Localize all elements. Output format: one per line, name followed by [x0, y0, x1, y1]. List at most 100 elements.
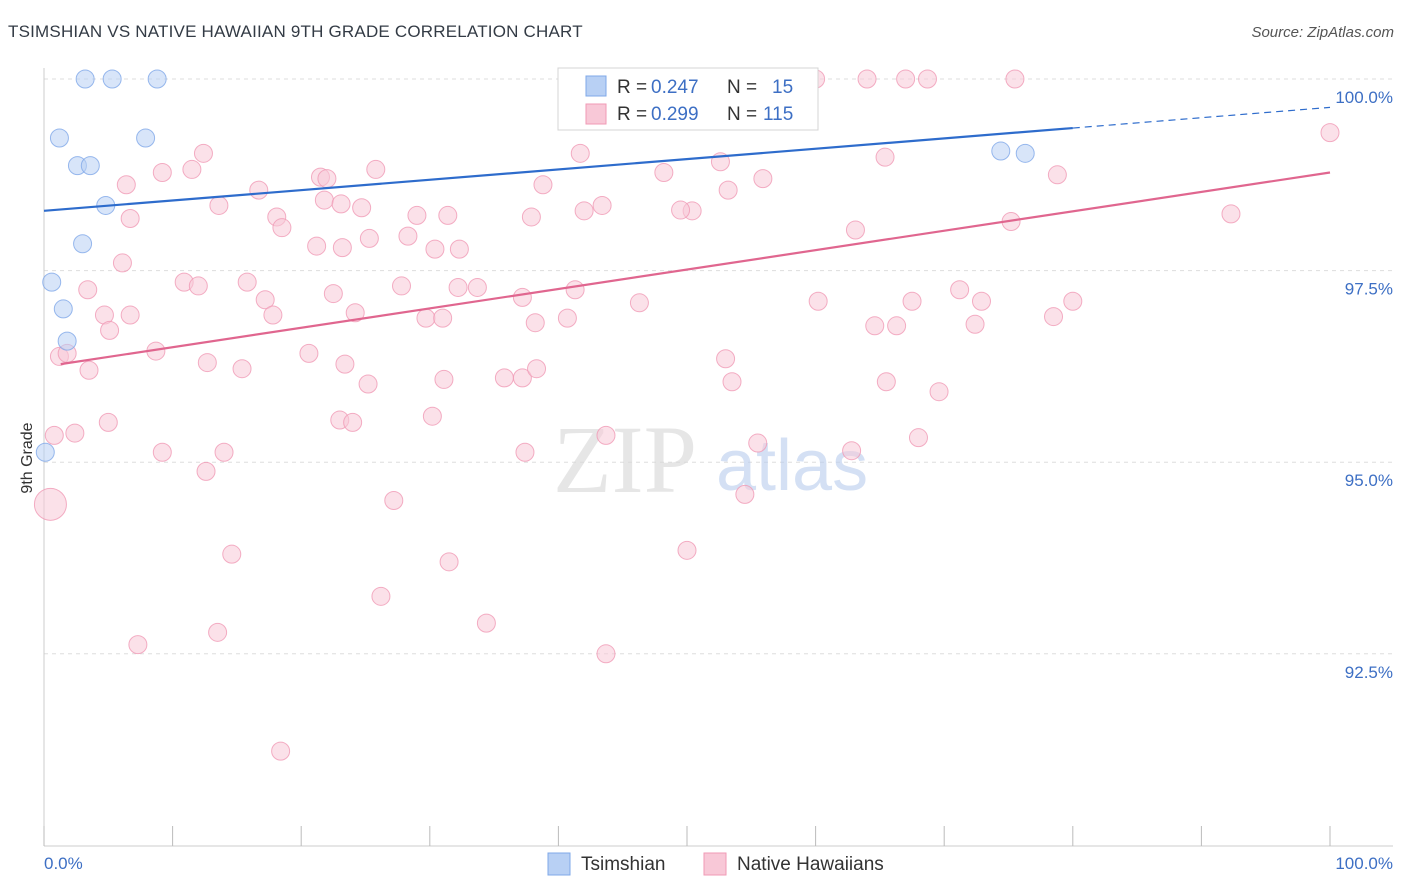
hawaiian-point: [917, 69, 937, 89]
hawaiian-point: [416, 308, 436, 328]
bottom-legend: Tsimshian Native Hawaiians: [547, 852, 884, 876]
hawaiian-point: [343, 412, 363, 432]
legend-n-label-1: N =: [727, 77, 757, 98]
hawaiian-point: [434, 369, 454, 389]
watermark: ZIP atlas: [553, 406, 868, 513]
hawaiian-point: [929, 382, 949, 402]
hawaiian-point: [384, 491, 404, 511]
hawaiian-point: [467, 277, 487, 297]
hawaiian-point: [449, 239, 469, 259]
legend-r-value-2: 0.299: [651, 104, 699, 125]
hawaiian-point: [65, 423, 85, 443]
hawaiian-point: [533, 175, 553, 195]
hawaiian-point: [512, 287, 532, 307]
legend-n-value-1: 15: [772, 77, 793, 98]
hawaiian-point: [896, 69, 916, 89]
hawaiian-point: [358, 374, 378, 394]
tsimshian-point: [73, 234, 93, 254]
hawaiian-point: [592, 195, 612, 215]
hawaiian-point: [875, 147, 895, 167]
hawaiian-point: [78, 280, 98, 300]
bottom-legend-swatch-tsimshian: [547, 852, 571, 876]
hawaiian-point: [902, 291, 922, 311]
hawaiian-point: [596, 644, 616, 664]
hawaiian-point: [718, 180, 738, 200]
y-tick-label: 97.5%: [1345, 280, 1393, 299]
chart-title: TSIMSHIAN VS NATIVE HAWAIIAN 9TH GRADE C…: [8, 22, 583, 41]
hawaiian-point: [476, 613, 496, 633]
tsimshian-point: [57, 331, 77, 351]
hawaiian-point: [494, 368, 514, 388]
hawaiian-point: [512, 368, 532, 388]
hawaiian-point: [232, 359, 252, 379]
hawaiian-point: [33, 487, 67, 521]
hawaiian-point: [237, 272, 257, 292]
hawaiian-point: [716, 349, 736, 369]
tsimshian-point: [75, 69, 95, 89]
hawaiian-point: [735, 484, 755, 504]
hawaiian-point: [1044, 307, 1064, 327]
hawaiian-point: [950, 280, 970, 300]
hawaiian-point: [557, 308, 577, 328]
hawaiian-point: [422, 406, 442, 426]
x-tick-label-min: 0.0%: [44, 854, 83, 873]
hawaiian-point: [98, 412, 118, 432]
legend-swatch-hawaiian: [585, 103, 607, 125]
hawaiian-point: [188, 276, 208, 296]
hawaiian-point: [565, 280, 585, 300]
hawaiian-point: [865, 316, 885, 336]
hawaiian-point: [392, 276, 412, 296]
tsimshian-point: [42, 272, 62, 292]
hawaiian-point: [272, 218, 292, 238]
hawaiian-point: [263, 305, 283, 325]
tsimshian-point: [53, 299, 73, 319]
hawaiian-point: [116, 175, 136, 195]
series-tsimshian: [35, 69, 1035, 462]
hawaiian-point: [332, 238, 352, 258]
hawaiian-point: [335, 354, 355, 374]
hawaiian-point: [525, 313, 545, 333]
hawaiian-point: [842, 441, 862, 461]
hawaiian-point: [255, 290, 275, 310]
watermark-zip: ZIP: [553, 406, 697, 513]
hawaiian-point: [152, 442, 172, 462]
hawaiian-point: [197, 353, 217, 373]
hawaiian-point: [887, 316, 907, 336]
hawaiian-point: [574, 201, 594, 221]
trend-line-tsimshian-extension: [1072, 106, 1331, 129]
y-tick-label: 100.0%: [1335, 88, 1393, 107]
hawaiian-point: [753, 169, 773, 189]
hawaiian-point: [438, 205, 458, 225]
hawaiian-point: [596, 425, 616, 445]
hawaiian-point: [515, 442, 535, 462]
hawaiian-point: [120, 208, 140, 228]
y-tick-label: 92.5%: [1345, 663, 1393, 682]
bottom-legend-label-tsimshian: Tsimshian: [581, 854, 665, 875]
hawaiian-point: [314, 190, 334, 210]
hawaiian-point: [345, 303, 365, 323]
hawaiian-point: [1005, 69, 1025, 89]
bottom-legend-swatch-hawaiian: [703, 852, 727, 876]
hawaiian-point: [425, 239, 445, 259]
bottom-legend-label-hawaiian: Native Hawaiians: [737, 854, 884, 875]
hawaiian-point: [433, 308, 453, 328]
hawaiian-point: [722, 372, 742, 392]
correlation-legend: R = 0.247 N = 15 R = 0.299 N = 115: [557, 67, 819, 131]
hawaiian-point: [128, 635, 148, 655]
hawaiian-point: [331, 194, 351, 214]
tsimshian-point: [147, 69, 167, 89]
legend-swatch-tsimshian: [585, 75, 607, 97]
hawaiian-point: [439, 552, 459, 572]
hawaiian-point: [654, 163, 674, 183]
y-axis-label: 9th Grade: [19, 422, 36, 493]
hawaiian-point: [965, 314, 985, 334]
hawaiian-point: [1221, 204, 1241, 224]
hawaiian-point: [112, 253, 132, 273]
trend-lines: [43, 106, 1331, 366]
hawaiian-point: [120, 305, 140, 325]
source-label: Source: ZipAtlas.com: [1251, 24, 1394, 41]
tsimshian-point: [49, 128, 69, 148]
hawaiian-point: [398, 226, 418, 246]
hawaiian-point: [1047, 165, 1067, 185]
